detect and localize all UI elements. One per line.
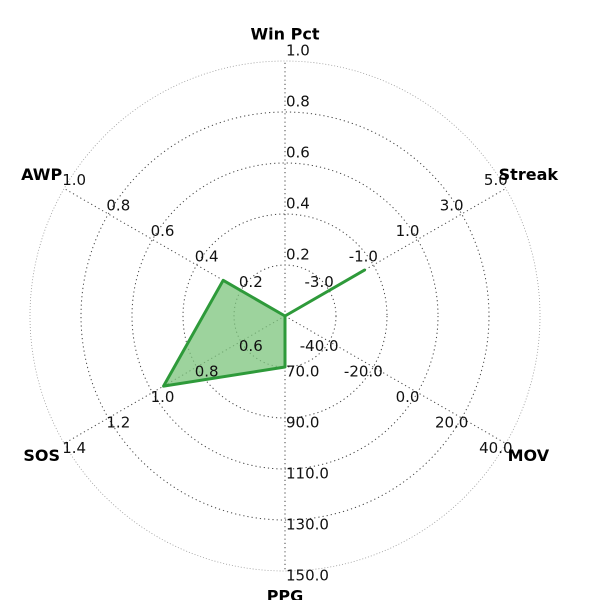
tick-label: -20.0 <box>344 363 383 381</box>
radar-tick-labels: 0.2 0.4 0.6 0.8 1.0 -3.0 -1.0 1.0 3.0 5.0 -40.0 -20… <box>62 42 512 585</box>
tick-label: 20.0 <box>435 414 468 432</box>
axis-name-label: MOV <box>508 446 550 465</box>
tick-label: 1.0 <box>286 42 310 60</box>
series-area <box>162 268 366 388</box>
axis-name-label: Win Pct <box>251 25 320 44</box>
tick-label: 5.0 <box>484 171 508 189</box>
grid-ring <box>131 162 439 470</box>
radar-series <box>162 268 366 388</box>
tick-label: 0.0 <box>396 388 420 406</box>
tick-label: 1.0 <box>396 222 420 240</box>
tick-label: 0.8 <box>195 363 219 381</box>
tick-label: 0.2 <box>286 246 310 264</box>
grid-ring <box>80 111 490 521</box>
tick-label: -1.0 <box>349 248 378 266</box>
axis-spoke <box>284 315 507 444</box>
tick-label: 110.0 <box>286 465 329 483</box>
tick-label: -3.0 <box>305 273 334 291</box>
tick-label: 70.0 <box>286 363 319 381</box>
tick-label: 1.0 <box>151 388 175 406</box>
radar-axis-labels: Win Pct Streak MOV PPG SOS AWP <box>21 25 558 600</box>
tick-label: 0.6 <box>286 144 310 162</box>
axis-name-label: AWP <box>21 165 62 184</box>
tick-label: 0.8 <box>286 93 310 111</box>
tick-label: 90.0 <box>286 414 319 432</box>
grid-ring <box>29 60 541 572</box>
tick-label: 3.0 <box>440 197 464 215</box>
tick-label: 150.0 <box>286 567 329 585</box>
tick-label: 0.6 <box>239 337 263 355</box>
axis-name-label: SOS <box>23 446 60 465</box>
tick-label: 0.8 <box>106 197 130 215</box>
tick-label: -40.0 <box>300 337 339 355</box>
tick-label: 130.0 <box>286 516 329 534</box>
tick-label: 1.0 <box>62 171 86 189</box>
axis-name-label: PPG <box>267 587 304 600</box>
axis-name-label: Streak <box>499 165 559 184</box>
tick-label: 1.4 <box>62 439 86 457</box>
tick-label: 0.6 <box>151 222 175 240</box>
tick-label: 1.2 <box>106 414 130 432</box>
tick-label: 0.4 <box>195 248 219 266</box>
tick-label: 0.2 <box>239 273 263 291</box>
tick-label: 40.0 <box>479 439 512 457</box>
tick-label: 0.4 <box>286 195 310 213</box>
